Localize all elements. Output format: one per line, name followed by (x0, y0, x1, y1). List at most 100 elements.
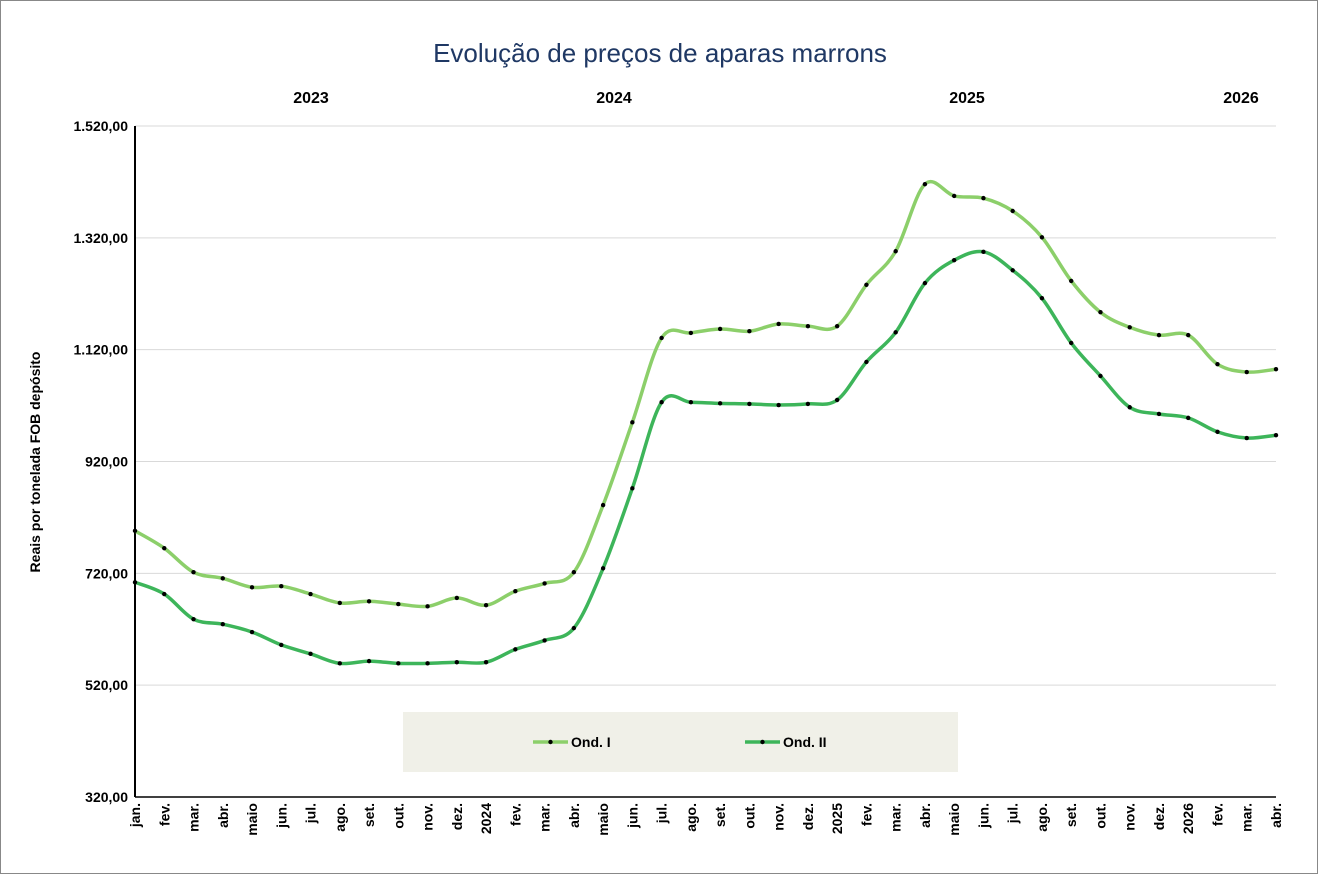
legend-box (403, 712, 958, 772)
x-tick-label: out. (390, 803, 406, 829)
data-point (366, 599, 372, 604)
x-tick-label: out. (741, 803, 757, 829)
chart-title: Evolução de preços de aparas marrons (433, 38, 887, 68)
data-point (600, 502, 606, 508)
data-point (893, 249, 898, 254)
series-line (134, 249, 1277, 666)
x-tick-label: ago. (683, 803, 699, 832)
data-point (1098, 310, 1103, 315)
legend-label: Ond. II (783, 734, 827, 750)
data-point (1156, 332, 1162, 338)
data-point (249, 629, 255, 635)
data-point (747, 401, 752, 407)
x-tick-label: abr. (917, 803, 933, 828)
x-tick-label: maio (244, 803, 260, 836)
x-tick-label: dez. (800, 803, 816, 830)
x-tick-label: set. (361, 803, 377, 827)
x-tick-label: mar. (186, 803, 202, 832)
x-tick-label: ago. (1034, 803, 1050, 832)
data-point (1069, 278, 1074, 284)
x-tick-label: 2024 (478, 803, 494, 834)
y-tick-label: 720,00 (85, 565, 128, 581)
x-tick-label: abr. (1268, 803, 1284, 828)
data-point (688, 400, 694, 405)
data-point (1273, 367, 1279, 372)
x-tick-label: nov. (420, 803, 436, 831)
x-tick-label: set. (712, 803, 728, 827)
data-point (454, 595, 460, 601)
data-point (220, 576, 225, 581)
data-point (425, 604, 430, 609)
data-point (864, 282, 869, 288)
x-tick-label: fev. (156, 803, 172, 826)
data-point (659, 400, 664, 405)
y-tick-label: 1.320,00 (74, 230, 129, 246)
x-tick-label: ago. (332, 803, 348, 832)
data-point (951, 193, 957, 199)
x-tick-label: jan. (127, 803, 143, 828)
data-point (542, 581, 547, 586)
x-tick-label: jun. (273, 803, 289, 829)
y-tick-label: 320,00 (85, 789, 128, 805)
x-tick-label: nov. (1122, 803, 1138, 831)
data-point (454, 660, 460, 665)
x-tick-label: set. (1063, 803, 1079, 827)
data-point (220, 622, 225, 627)
data-point (191, 570, 196, 575)
x-tick-label: 2026 (1180, 803, 1196, 834)
data-point (366, 658, 372, 664)
data-point (864, 359, 869, 365)
x-tick-label: fev. (1209, 803, 1225, 826)
data-point (630, 420, 635, 425)
data-point (1039, 235, 1045, 240)
data-point (717, 401, 723, 406)
data-point (1244, 435, 1249, 441)
data-point (132, 580, 138, 585)
data-point (162, 545, 167, 551)
data-point (1127, 325, 1132, 330)
year-label: 2026 (1223, 90, 1259, 107)
data-point (834, 397, 840, 403)
data-point (1156, 411, 1162, 417)
y-tick-label: 1.520,00 (74, 118, 129, 134)
year-label: 2025 (949, 90, 985, 107)
data-point (1273, 433, 1279, 438)
x-tick-label: nov. (771, 803, 787, 831)
data-point (483, 660, 489, 665)
data-point (1186, 332, 1191, 338)
x-tick-label: dez. (449, 803, 465, 830)
legend-dot (548, 739, 553, 745)
data-point (659, 335, 664, 341)
data-point (1098, 373, 1103, 379)
x-tick-label: 2025 (829, 803, 845, 834)
data-point (688, 330, 694, 336)
data-point (805, 323, 811, 329)
data-point (776, 321, 781, 327)
data-point (1186, 415, 1191, 421)
data-point (249, 585, 255, 590)
data-point (279, 583, 284, 589)
data-point (834, 323, 840, 329)
x-tick-label: abr. (215, 803, 231, 828)
y-axis-label: Reais por tonelada FOB depósito (27, 352, 43, 573)
data-point (279, 642, 284, 648)
data-point (1127, 405, 1132, 410)
data-point (776, 402, 781, 408)
data-point (162, 591, 167, 597)
x-tick-label: fev. (507, 803, 523, 826)
data-point (981, 249, 986, 255)
data-point (981, 195, 986, 201)
x-tick-label: abr. (566, 803, 582, 828)
data-point (747, 329, 752, 334)
data-point (308, 591, 313, 597)
data-point (571, 570, 577, 575)
x-tick-label: mar. (537, 803, 553, 832)
x-tick-label: mar. (888, 803, 904, 832)
legend-label: Ond. I (571, 734, 611, 750)
data-point (513, 647, 518, 652)
x-tick-label: jul. (654, 803, 670, 824)
data-point (717, 326, 723, 332)
data-point (483, 603, 489, 608)
data-point (308, 651, 313, 657)
